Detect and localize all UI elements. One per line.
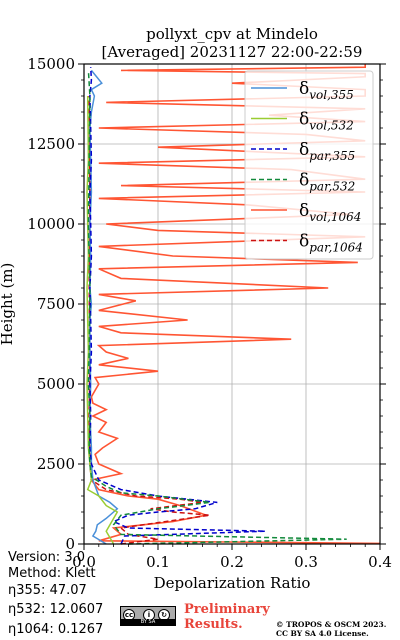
legend: δvol,355δvol,532δpar,355δpar,532δvol,106… <box>244 70 374 260</box>
y-tick-label: 7500 <box>37 295 75 313</box>
copyright-text: © TROPOS & OSCM 2023. CC BY SA 4.0 Licen… <box>276 620 386 638</box>
y-tick-label: 5000 <box>37 375 75 393</box>
eta355-text: η355: 47.07 <box>8 583 87 598</box>
chart-title: pollyxt_cpv at Mindelo <box>146 25 318 43</box>
legend-entry: δpar,1064 <box>299 232 363 255</box>
legend-subscript: par,355 <box>309 149 355 163</box>
chart-subtitle: [Averaged] 20231127 22:00-22:59 <box>102 43 363 61</box>
preliminary-label: Preliminary Results. <box>184 602 270 632</box>
y-tick-label: 15000 <box>27 55 75 73</box>
x-tick-label: 0.4 <box>368 553 392 571</box>
preliminary-line2: Results. <box>184 617 243 632</box>
cc-badge-bar: BY SA <box>121 619 175 625</box>
x-tick-label: 0.0 <box>72 553 96 571</box>
eta1064-text: η1064: 0.1267 <box>8 622 104 637</box>
copyright-line1: © TROPOS & OSCM 2023. <box>276 620 387 629</box>
series-line-3 <box>87 70 347 545</box>
x-tick-label: 0.2 <box>220 553 244 571</box>
legend-entry: δvol,532 <box>299 110 354 133</box>
legend-subscript: par,1064 <box>309 241 363 255</box>
legend-entry: δpar,355 <box>299 140 355 163</box>
series-line-4 <box>89 64 381 545</box>
legend-entry: δvol,355 <box>299 79 354 102</box>
version-text: Version: 3.0 <box>8 550 85 565</box>
legend-entry: δpar,532 <box>299 171 355 194</box>
legend-symbol: δ <box>299 201 309 221</box>
legend-subscript: vol,532 <box>309 119 354 133</box>
eta532-text: η532: 12.0607 <box>8 602 104 617</box>
series-line-0 <box>89 69 119 545</box>
method-text: Method: Klett <box>8 566 96 581</box>
x-axis-label: Depolarization Ratio <box>154 574 311 592</box>
y-tick-label: 2500 <box>37 455 75 473</box>
legend-symbol: δ <box>299 79 309 99</box>
y-tick-label: 12500 <box>27 135 75 153</box>
x-tick-label: 0.1 <box>146 553 170 571</box>
legend-symbol: δ <box>299 232 309 252</box>
y-tick-label: 10000 <box>27 215 75 233</box>
legend-subscript: vol,355 <box>309 88 354 102</box>
preliminary-line1: Preliminary <box>184 602 270 617</box>
legend-subscript: vol,1064 <box>309 210 361 224</box>
series-line-2 <box>89 67 266 545</box>
series-group <box>86 64 381 545</box>
legend-subscript: par,532 <box>309 180 355 194</box>
copyright-line2: CC BY SA 4.0 License. <box>276 629 369 638</box>
legend-symbol: δ <box>299 110 309 130</box>
y-tick-label: 0 <box>65 535 75 553</box>
legend-symbol: δ <box>299 171 309 191</box>
cc-license-badge: cc i ↻ BY SA <box>120 606 176 626</box>
x-tick-label: 0.3 <box>294 553 318 571</box>
axis-ticks: 0.0 0.1 0.2 0.3 0.4 0 2500 5000 7500 10000 12500 15… <box>27 55 392 571</box>
y-axis-label: Height (m) <box>0 263 16 346</box>
legend-symbol: δ <box>299 140 309 160</box>
legend-entry: δvol,1064 <box>299 201 361 224</box>
